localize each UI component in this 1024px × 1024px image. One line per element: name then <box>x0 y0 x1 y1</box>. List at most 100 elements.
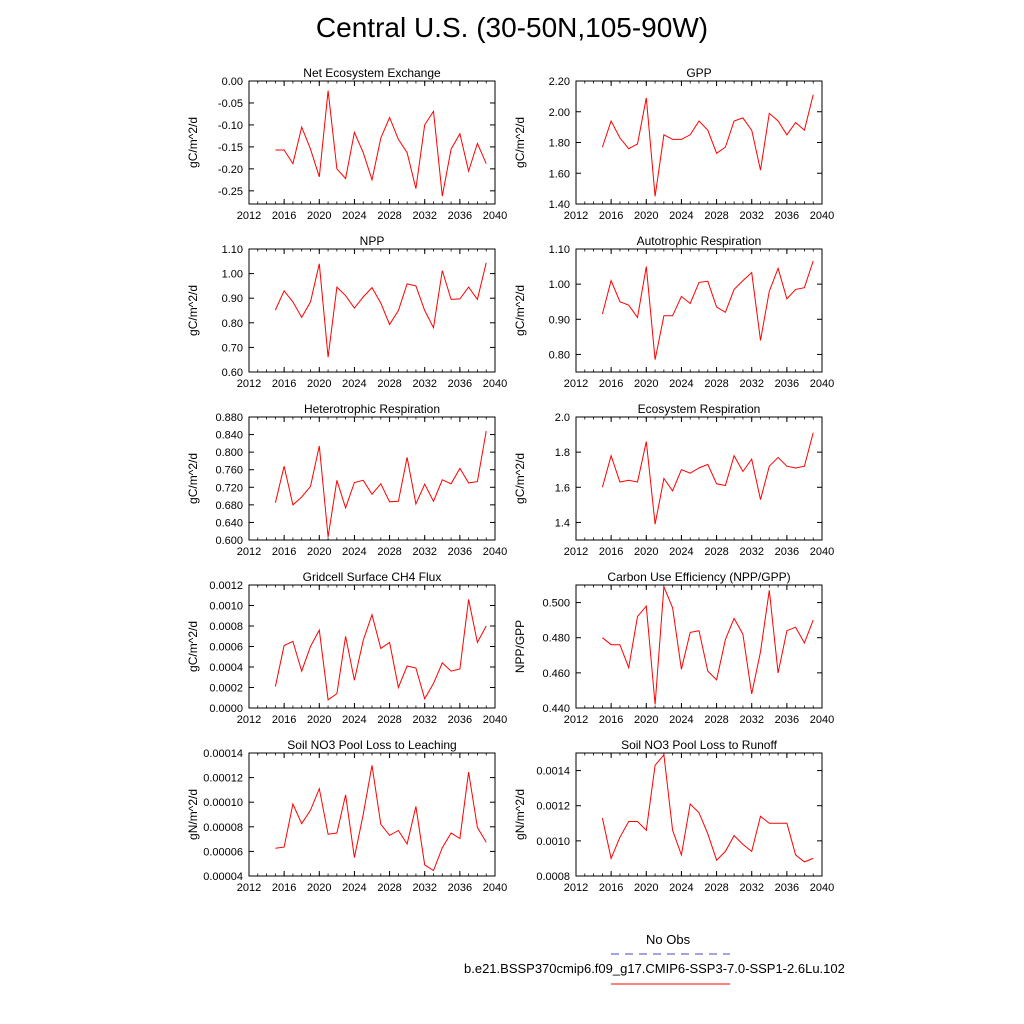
x-tick-label: 2012 <box>564 546 588 558</box>
chart-panel-1: Net Ecosystem Exchange gC/m^2/d 2012 2016 20… <box>186 66 507 222</box>
x-tick-label: 2020 <box>634 378 658 390</box>
series-line <box>601 432 814 525</box>
legend-case-label: b.e21.BSSP370cmip6.f09_g17.CMIP6-SSP3-7.… <box>464 961 845 976</box>
y-tick-label: -0.10 <box>218 120 243 132</box>
plot-frame <box>575 752 823 877</box>
y-tick-label: 0.00008 <box>203 822 243 834</box>
x-tick-label: 2024 <box>669 882 693 894</box>
plot-frame <box>575 416 823 541</box>
y-tick-label: 0.80 <box>549 349 570 361</box>
x-tick-label: 2020 <box>634 546 658 558</box>
x-tick-label: 2024 <box>342 546 366 558</box>
x-tick-label: 2032 <box>739 210 763 222</box>
chart-title: NPP <box>360 234 385 248</box>
y-tick-label: 0.0012 <box>536 801 570 813</box>
y-axis-label: gN/m^2/d <box>186 789 200 840</box>
x-tick-label: 2028 <box>377 210 401 222</box>
y-axis-label: gC/m^2/d <box>186 285 200 336</box>
y-tick-label: 0.00010 <box>203 797 243 809</box>
y-tick-label: 2.20 <box>549 76 570 88</box>
y-tick-label: 0.00004 <box>203 871 243 883</box>
y-tick-label: 0.80 <box>222 318 243 330</box>
x-tick-label: 2028 <box>704 882 728 894</box>
y-tick-label: 0.760 <box>215 465 243 477</box>
x-tick-label: 2016 <box>599 714 623 726</box>
y-tick-label: 0.460 <box>542 668 570 680</box>
x-tick-label: 2020 <box>307 714 331 726</box>
x-tick-label: 2040 <box>810 882 834 894</box>
chart-panel-6: Ecosystem Respiration gC/m^2/d 2012 2016 202… <box>513 402 834 558</box>
x-tick-label: 2016 <box>599 378 623 390</box>
chart-panel-9: Soil NO3 Pool Loss to Leaching gN/m^2/d 20… <box>186 738 507 894</box>
chart-panel-3: NPP gC/m^2/d 2012 2016 2020 2024 2028 2032 2036 2… <box>186 234 507 390</box>
x-tick-label: 2036 <box>775 882 799 894</box>
x-tick-label: 2040 <box>483 714 507 726</box>
x-tick-label: 2012 <box>237 714 261 726</box>
y-axis-label: gC/m^2/d <box>513 285 527 336</box>
y-tick-label: 0.0010 <box>536 836 570 848</box>
y-tick-label: 0.880 <box>215 412 243 424</box>
x-tick-label: 2032 <box>412 546 436 558</box>
plot-frame <box>575 248 823 373</box>
y-tick-label: 0.680 <box>215 500 243 512</box>
x-tick-label: 2036 <box>448 714 472 726</box>
x-tick-label: 2040 <box>810 378 834 390</box>
x-tick-label: 2020 <box>634 714 658 726</box>
x-tick-label: 2016 <box>272 882 296 894</box>
x-tick-label: 2012 <box>564 882 588 894</box>
chart-title: Carbon Use Efficiency (NPP/GPP) <box>607 570 790 584</box>
series-line <box>275 765 487 872</box>
x-tick-label: 2020 <box>307 546 331 558</box>
x-tick-label: 2040 <box>483 378 507 390</box>
x-tick-label: 2040 <box>483 210 507 222</box>
chart-title: Ecosystem Respiration <box>638 402 761 416</box>
y-tick-label: -0.20 <box>218 164 243 176</box>
x-tick-label: 2024 <box>342 210 366 222</box>
x-tick-label: 2012 <box>237 210 261 222</box>
chart-title: Soil NO3 Pool Loss to Leaching <box>287 738 456 752</box>
y-tick-label: 1.8 <box>555 447 570 459</box>
y-tick-label: 2.0 <box>555 412 570 424</box>
x-tick-label: 2040 <box>810 210 834 222</box>
x-tick-label: 2032 <box>739 378 763 390</box>
x-tick-label: 2016 <box>272 378 296 390</box>
x-tick-label: 2028 <box>377 882 401 894</box>
y-tick-label: 0.600 <box>215 535 243 547</box>
x-tick-label: 2028 <box>377 714 401 726</box>
x-tick-label: 2016 <box>272 210 296 222</box>
plot-frame <box>248 416 496 541</box>
x-tick-label: 2012 <box>564 210 588 222</box>
y-tick-label: -0.15 <box>218 142 243 154</box>
y-tick-label: 0.800 <box>215 447 243 459</box>
y-tick-label: 0.0010 <box>209 601 243 613</box>
x-tick-label: 2028 <box>704 210 728 222</box>
x-tick-label: 2024 <box>669 546 693 558</box>
x-tick-label: 2012 <box>564 714 588 726</box>
y-tick-label: 0.480 <box>542 633 570 645</box>
chart-panel-2: GPP gC/m^2/d 2012 2016 2020 2024 2028 2032 2036 2… <box>513 66 834 222</box>
y-tick-label: 0.0014 <box>536 766 570 778</box>
x-tick-label: 2036 <box>775 210 799 222</box>
y-tick-label: 1.40 <box>549 199 570 211</box>
x-tick-label: 2040 <box>810 546 834 558</box>
y-tick-label: 0.00 <box>222 76 243 88</box>
x-tick-label: 2024 <box>342 378 366 390</box>
chart-title: Gridcell Surface CH4 Flux <box>303 570 442 584</box>
y-tick-label: 0.00012 <box>203 773 243 785</box>
chart-title: GPP <box>686 66 711 80</box>
y-tick-label: 2.00 <box>549 107 570 119</box>
x-tick-label: 2028 <box>704 714 728 726</box>
y-axis-label: gC/m^2/d <box>513 117 527 168</box>
y-tick-label: 0.0000 <box>209 703 243 715</box>
x-tick-label: 2036 <box>448 546 472 558</box>
x-tick-label: 2020 <box>307 882 331 894</box>
x-tick-label: 2036 <box>448 210 472 222</box>
series-line <box>601 94 814 197</box>
y-tick-label: 0.840 <box>215 430 243 442</box>
x-tick-label: 2016 <box>599 882 623 894</box>
x-tick-label: 2036 <box>775 714 799 726</box>
y-axis-label: NPP/GPP <box>513 620 527 673</box>
series-line <box>601 260 814 360</box>
chart-title: Heterotrophic Respiration <box>304 402 440 416</box>
